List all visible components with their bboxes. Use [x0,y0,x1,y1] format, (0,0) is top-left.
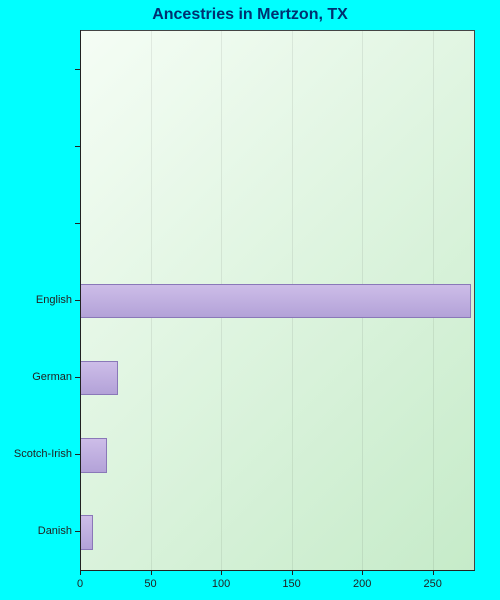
x-tick-label: 250 [423,578,441,590]
x-tick-label: 0 [77,578,83,590]
y-axis-line [80,30,81,570]
y-tick [75,531,80,532]
bar [80,361,118,396]
x-tick-label: 50 [144,578,156,590]
y-tick [75,454,80,455]
x-tick-label: 100 [212,578,230,590]
chart-title: Ancestries in Mertzon, TX [0,6,500,24]
x-axis-line [80,570,475,571]
x-tick [151,570,152,575]
x-tick [221,570,222,575]
y-tick-label: German [32,371,72,383]
y-tick [75,146,80,147]
y-tick [75,69,80,70]
x-tick [292,570,293,575]
y-tick-label: Scotch-Irish [14,448,72,460]
x-tick-label: 150 [282,578,300,590]
x-tick [362,570,363,575]
plot-area [80,30,475,570]
y-tick-label: Danish [38,525,72,537]
x-tick [433,570,434,575]
x-tick [80,570,81,575]
bar [80,515,93,550]
y-tick [75,223,80,224]
page-root: Ancestries in Mertzon, TX City-Data.com … [0,0,500,600]
bar [80,284,471,319]
x-tick-label: 200 [353,578,371,590]
bar [80,438,107,473]
y-tick-label: English [36,294,72,306]
y-tick [75,300,80,301]
y-tick [75,377,80,378]
